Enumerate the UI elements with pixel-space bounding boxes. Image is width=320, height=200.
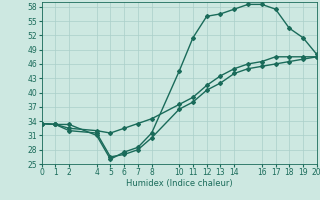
X-axis label: Humidex (Indice chaleur): Humidex (Indice chaleur) [126, 179, 233, 188]
